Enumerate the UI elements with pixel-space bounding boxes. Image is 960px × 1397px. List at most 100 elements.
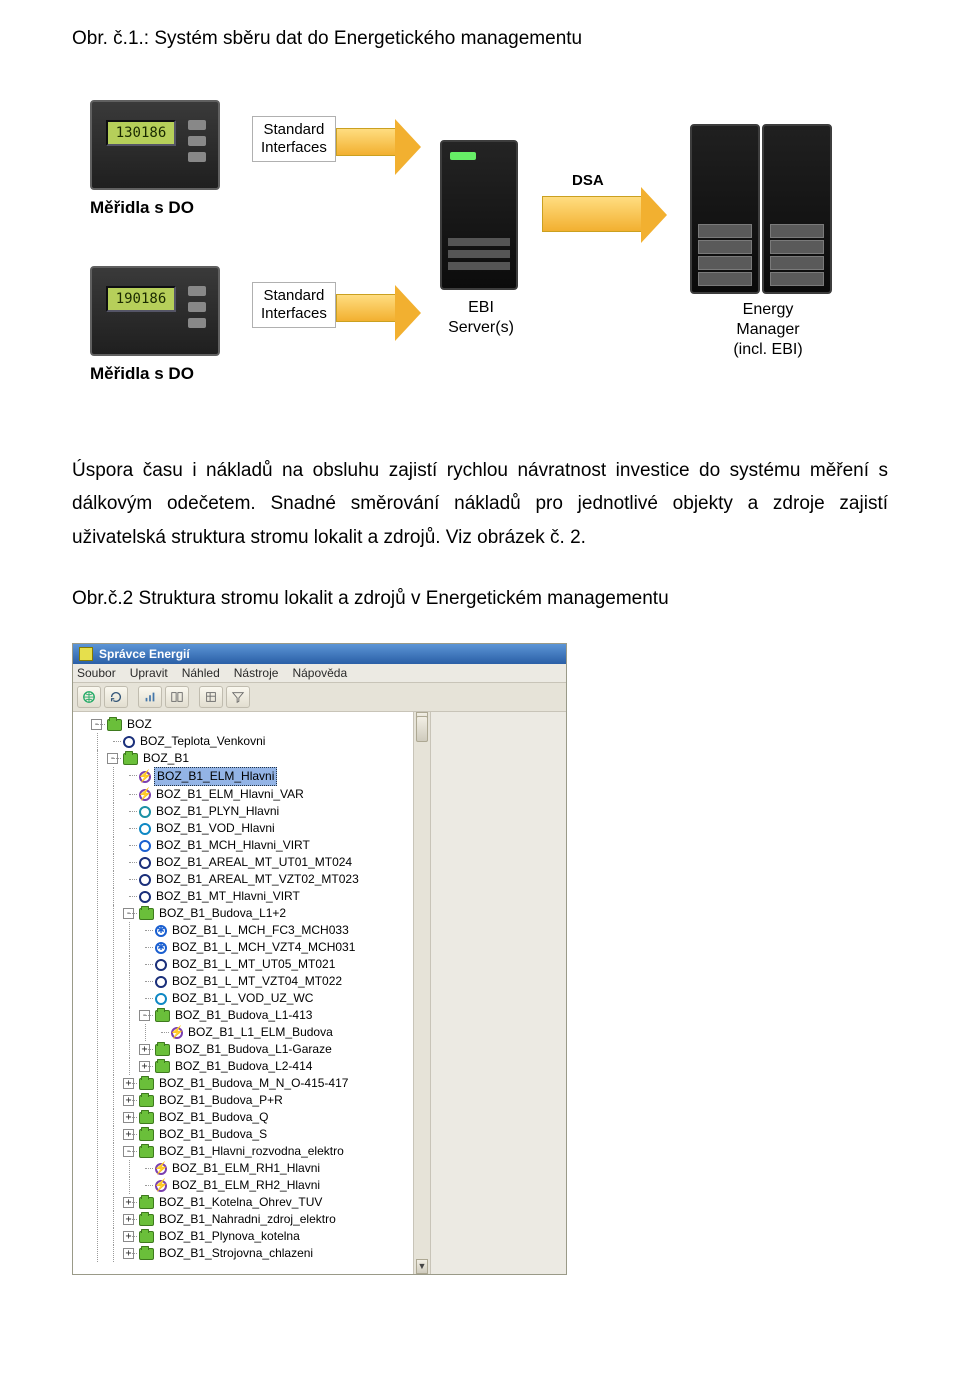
expand-toggle[interactable]: + — [123, 1214, 134, 1225]
tree-item[interactable]: ⚡BOZ_B1_L1_ELM_Budova — [139, 1024, 411, 1041]
tree-area: -BOZBOZ_Teplota_Venkovni-BOZ_B1⚡BOZ_B1_E… — [73, 712, 566, 1274]
expand-toggle — [139, 959, 150, 970]
menu-napoveda[interactable]: Nápověda — [292, 666, 347, 680]
tree-item[interactable]: +BOZ_B1_Strojovna_chlazeni — [107, 1245, 411, 1262]
tree-item[interactable]: BOZ_B1_AREAL_MT_UT01_MT024 — [107, 854, 411, 871]
expand-toggle[interactable]: - — [91, 719, 102, 730]
tree-item[interactable]: -BOZ_B1_Budova_L1+2✱BOZ_B1_L_MCH_FC3_MCH… — [107, 905, 411, 1075]
folder-icon — [139, 1248, 154, 1260]
expand-toggle[interactable]: + — [123, 1112, 134, 1123]
tree-item[interactable]: ⚡BOZ_B1_ELM_Hlavni — [107, 767, 411, 786]
toolbar-chart-icon[interactable] — [138, 686, 162, 708]
toolbar-world-icon[interactable] — [77, 686, 101, 708]
meter-top: 130186 — [90, 100, 220, 190]
tree-item-label: BOZ_B1_Budova_Q — [157, 1109, 270, 1126]
tree-item-label: BOZ_B1_L_MT_UT05_MT021 — [170, 956, 337, 973]
toolbar-compare-icon[interactable] — [165, 686, 189, 708]
tree-item[interactable]: ⚡BOZ_B1_ELM_RH1_Hlavni — [123, 1160, 411, 1177]
scrollbar-vertical[interactable]: ▲ ▼ — [413, 712, 430, 1274]
tree-view[interactable]: -BOZBOZ_Teplota_Venkovni-BOZ_B1⚡BOZ_B1_E… — [73, 712, 413, 1274]
toolbar-refresh-icon[interactable] — [104, 686, 128, 708]
tree-item[interactable]: +BOZ_B1_Budova_P+R — [107, 1092, 411, 1109]
point-icon: ⚡ — [171, 1027, 183, 1039]
titlebar[interactable]: Správce Energií — [73, 644, 566, 664]
point-icon — [139, 891, 151, 903]
tree-item-label: BOZ_B1_L_VOD_UZ_WC — [170, 990, 315, 1007]
server-ebi — [440, 140, 518, 290]
expand-toggle[interactable]: - — [107, 753, 118, 764]
tree-item[interactable]: BOZ_B1_MT_Hlavni_VIRT — [107, 888, 411, 905]
folder-icon — [139, 1095, 154, 1107]
tree-item[interactable]: BOZ_B1_AREAL_MT_VZT02_MT023 — [107, 871, 411, 888]
point-icon: ⚡ — [155, 1163, 167, 1175]
expand-toggle — [123, 789, 134, 800]
tree-item[interactable]: +BOZ_B1_Budova_L1-Garaze — [123, 1041, 411, 1058]
menu-soubor[interactable]: Soubor — [77, 666, 116, 680]
folder-icon — [139, 1129, 154, 1141]
tree-item[interactable]: +BOZ_B1_Budova_S — [107, 1126, 411, 1143]
point-icon — [139, 806, 151, 818]
meter-top-label: Měřidla s DO — [90, 198, 194, 218]
tree-item[interactable]: +BOZ_B1_Budova_M_N_O-415-417 — [107, 1075, 411, 1092]
tree-item[interactable]: BOZ_Teplota_Venkovni — [91, 733, 411, 750]
tree-item-label: BOZ_B1_Nahradni_zdroj_elektro — [157, 1211, 338, 1228]
tree-item[interactable]: BOZ_B1_L_MT_VZT04_MT022 — [123, 973, 411, 990]
expand-toggle[interactable]: - — [139, 1010, 150, 1021]
expand-toggle[interactable]: + — [139, 1044, 150, 1055]
scroll-thumb[interactable] — [416, 716, 428, 742]
expand-toggle — [139, 942, 150, 953]
tree-item[interactable]: BOZ_B1_L_MT_UT05_MT021 — [123, 956, 411, 973]
expand-toggle[interactable]: + — [123, 1197, 134, 1208]
expand-toggle[interactable]: - — [123, 1146, 134, 1157]
expand-toggle — [139, 1163, 150, 1174]
tree-item[interactable]: BOZ_B1_PLYN_Hlavni — [107, 803, 411, 820]
arrow-dsa-label: DSA — [572, 172, 604, 189]
tree-item[interactable]: ⚡BOZ_B1_ELM_Hlavni_VAR — [107, 786, 411, 803]
menu-upravit[interactable]: Upravit — [130, 666, 168, 680]
tree-item[interactable]: -BOZBOZ_Teplota_Venkovni-BOZ_B1⚡BOZ_B1_E… — [75, 716, 411, 1262]
tree-item[interactable]: +BOZ_B1_Budova_L2-414 — [123, 1058, 411, 1075]
tree-item[interactable]: -BOZ_B1_Budova_L1-413⚡BOZ_B1_L1_ELM_Budo… — [123, 1007, 411, 1041]
tree-item[interactable]: + BOZ_B1_Budova_Q — [107, 1109, 411, 1126]
tree-item[interactable]: ✱BOZ_B1_L_MCH_VZT4_MCH031 — [123, 939, 411, 956]
menu-nastroje[interactable]: Nástroje — [234, 666, 279, 680]
scroll-down-icon[interactable]: ▼ — [416, 1259, 428, 1274]
expand-toggle — [139, 925, 150, 936]
point-icon: ✱ — [155, 942, 167, 954]
expand-toggle[interactable]: + — [123, 1248, 134, 1259]
tree-item[interactable]: -BOZ_B1_Hlavni_rozvodna_elektro⚡BOZ_B1_E… — [107, 1143, 411, 1194]
expand-toggle[interactable]: + — [123, 1231, 134, 1242]
toolbar-filter-icon[interactable] — [226, 686, 250, 708]
tree-item[interactable]: BOZ_B1_L_VOD_UZ_WC — [123, 990, 411, 1007]
tree-item[interactable]: - BOZ_B1⚡BOZ_B1_ELM_Hlavni⚡BOZ_B1_ELM_Hla… — [91, 750, 411, 1262]
tree-item-label: BOZ_B1 — [141, 750, 191, 767]
tree-item[interactable]: BOZ_B1_VOD_Hlavni — [107, 820, 411, 837]
expand-toggle[interactable]: + — [123, 1095, 134, 1106]
menu-nahled[interactable]: Náhled — [182, 666, 220, 680]
expand-toggle[interactable]: - — [123, 908, 134, 919]
tree-item[interactable]: +BOZ_B1_Kotelna_Ohrev_TUV — [107, 1194, 411, 1211]
point-icon — [155, 976, 167, 988]
tree-item-label: BOZ_B1_AREAL_MT_UT01_MT024 — [154, 854, 354, 871]
folder-icon — [107, 719, 122, 731]
expand-toggle[interactable]: + — [139, 1061, 150, 1072]
tree-item[interactable]: ⚡BOZ_B1_ELM_RH2_Hlavni — [123, 1177, 411, 1194]
folder-icon — [155, 1044, 170, 1056]
folder-icon — [139, 908, 154, 920]
expand-toggle[interactable]: + — [123, 1078, 134, 1089]
folder-icon — [139, 1231, 154, 1243]
point-icon — [155, 993, 167, 1005]
tree-item[interactable]: ✱BOZ_B1_L_MCH_FC3_MCH033 — [123, 922, 411, 939]
expand-toggle[interactable]: + — [123, 1129, 134, 1140]
toolbar-settings-icon[interactable] — [199, 686, 223, 708]
expand-toggle — [123, 891, 134, 902]
folder-icon — [123, 753, 138, 765]
tree-item[interactable]: +BOZ_B1_Plynova_kotelna — [107, 1228, 411, 1245]
tree-item-label: BOZ — [125, 716, 154, 733]
tree-item[interactable]: BOZ_B1_MCH_Hlavni_VIRT — [107, 837, 411, 854]
expand-toggle — [123, 857, 134, 868]
tree-item-label: BOZ_Teplota_Venkovni — [138, 733, 267, 750]
tree-item[interactable]: + BOZ_B1_Nahradni_zdroj_elektro — [107, 1211, 411, 1228]
expand-toggle — [107, 736, 118, 747]
meter-bottom: 190186 — [90, 266, 220, 356]
